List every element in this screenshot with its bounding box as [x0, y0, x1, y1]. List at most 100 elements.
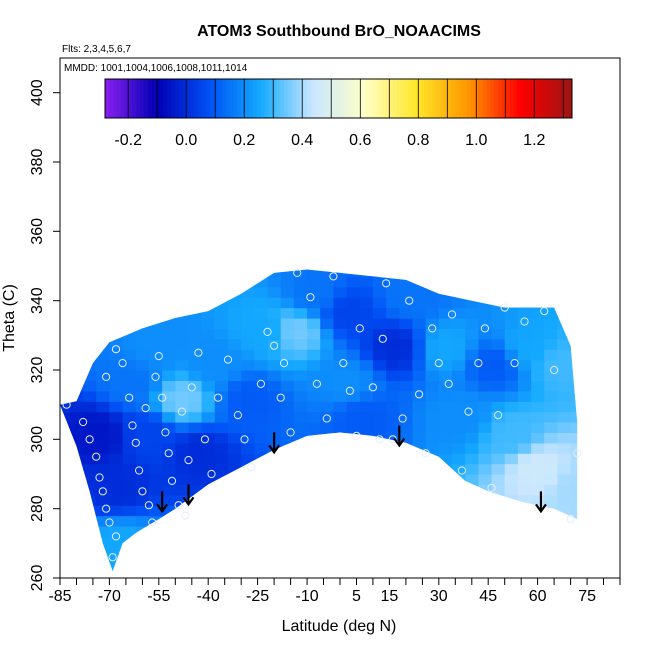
colorbar-swatch: [412, 79, 417, 118]
heatmap-cell: [69, 557, 84, 569]
heatmap-cell: [557, 370, 572, 381]
heatmap-cell: [135, 567, 150, 572]
heatmap-cell: [162, 526, 176, 537]
colorbar-swatch: [299, 79, 304, 118]
heatmap-cell: [333, 463, 348, 475]
colorbar-swatch: [112, 79, 118, 118]
heatmap-cell: [359, 422, 374, 433]
heatmap-cell: [135, 536, 150, 548]
heatmap-cell: [517, 286, 532, 298]
colorbar-swatch: [155, 79, 160, 118]
heatmap-cell: [228, 526, 242, 537]
heatmap-cell: [517, 307, 532, 319]
colorbar-swatch: [420, 79, 425, 118]
heatmap-cell: [359, 442, 374, 454]
sample-point: [444, 379, 453, 388]
heatmap-cell: [293, 349, 308, 361]
heatmap-cell: [122, 494, 137, 506]
heatmap-cell: [254, 318, 269, 329]
heatmap-cell: [188, 463, 203, 475]
heatmap-cell: [372, 390, 387, 402]
heatmap-cell: [333, 401, 348, 413]
heatmap-cell: [425, 557, 440, 569]
colorbar-swatch: [505, 79, 511, 118]
heatmap-cell: [438, 557, 453, 569]
heatmap-cell: [60, 536, 71, 548]
heatmap-cell: [214, 515, 229, 527]
heatmap-cell: [96, 380, 110, 392]
heatmap-cell: [438, 526, 453, 537]
sample-point: [102, 504, 111, 513]
colorbar-swatch: [213, 79, 219, 118]
heatmap-cell: [333, 307, 348, 319]
heatmap-cell: [584, 557, 598, 568]
heatmap-cell: [109, 276, 124, 288]
heatmap-cell: [425, 567, 440, 572]
colorbar-swatch: [517, 79, 522, 118]
heatmap-cell: [175, 442, 190, 454]
heatmap-cell: [307, 567, 321, 572]
heatmap-cell: [557, 463, 572, 475]
heatmap-cell: [478, 453, 493, 465]
heatmap-cell: [307, 307, 321, 319]
heatmap-cell: [584, 276, 598, 287]
heatmap-cell: [162, 390, 176, 402]
heatmap-cell: [570, 359, 578, 371]
colorbar-swatch: [307, 79, 312, 118]
heatmap-cell: [359, 432, 374, 444]
colorbar-swatch: [486, 79, 491, 118]
heatmap-cell: [122, 276, 137, 288]
heatmap-cell: [109, 297, 124, 309]
heatmap-cell: [69, 526, 84, 537]
heatmap-cell: [584, 391, 598, 402]
heatmap-cell: [135, 286, 150, 298]
heatmap-cell: [122, 370, 137, 381]
sample-point: [405, 296, 414, 305]
heatmap-cell: [162, 567, 176, 572]
heatmap-cell: [465, 370, 479, 381]
heatmap-cell: [122, 505, 137, 517]
heatmap-cell: [148, 370, 163, 381]
heatmap-cell: [60, 269, 71, 277]
heatmap-cell: [544, 546, 558, 558]
heatmap-cell: [360, 256, 374, 267]
heatmap-cell: [570, 505, 578, 517]
heatmap-cell: [346, 411, 361, 423]
heatmap-cell: [188, 318, 203, 329]
heatmap-cell: [201, 515, 216, 527]
heatmap-cell: [162, 557, 176, 569]
sample-point: [161, 428, 170, 437]
heatmap-cell: [557, 484, 572, 496]
sample-point: [95, 473, 104, 482]
heatmap-cell: [425, 432, 440, 444]
colorbar-swatch: [509, 79, 515, 118]
colorbar-swatch: [428, 79, 433, 118]
sample-point: [355, 324, 364, 333]
heatmap-cell: [175, 286, 190, 298]
heatmap-cell: [201, 453, 216, 465]
heatmap-cell: [531, 401, 545, 413]
heatmap-cell: [280, 515, 295, 527]
heatmap-cell: [465, 328, 479, 340]
heatmap-cell: [372, 494, 387, 506]
heatmap-cell: [307, 505, 321, 517]
colorbar-swatch: [548, 79, 554, 118]
colorbar-swatch: [295, 79, 301, 118]
sample-point: [92, 452, 101, 461]
heatmap-cell: [96, 432, 110, 444]
colorbar: -0.2 0.0 0.2 0.4 0.6 0.8 1.0 1.2: [104, 78, 573, 149]
heatmap-cell: [359, 349, 374, 361]
colorbar-swatch: [389, 79, 394, 118]
heatmap-cell: [214, 411, 229, 423]
colorbar-swatch: [128, 79, 133, 118]
heatmap-cell: [267, 401, 282, 413]
heatmap-cell: [320, 484, 334, 496]
heatmap-cell: [69, 286, 84, 298]
heatmap-cell: [584, 360, 598, 371]
heatmap-cell: [267, 567, 282, 572]
heatmap-cell: [60, 422, 71, 433]
heatmap-cell: [162, 505, 176, 517]
x-tick-label: -55: [147, 588, 170, 605]
heatmap-cell: [268, 256, 282, 267]
heatmap-cell: [148, 276, 163, 288]
